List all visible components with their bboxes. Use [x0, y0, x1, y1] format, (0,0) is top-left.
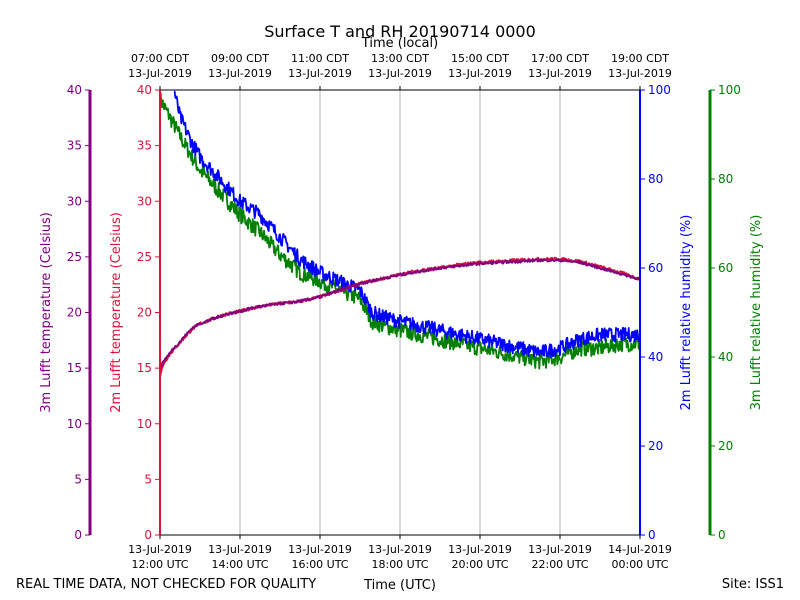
y-tick-label: 40: [648, 350, 663, 364]
y-tick-label: 5: [74, 472, 82, 486]
y-tick-label: 0: [718, 528, 726, 542]
series-line-rh2m: [173, 90, 641, 358]
y-tick-label: 0: [144, 528, 152, 542]
top-tick-label-time: 11:00 CDT: [291, 52, 349, 65]
y-tick-label: 40: [718, 350, 733, 364]
y-tick-label: 60: [648, 261, 663, 275]
y-tick-label: 0: [648, 528, 656, 542]
y-tick-label: 40: [137, 83, 152, 97]
grid-lines: [239, 90, 561, 535]
x-tick-label-time: 00:00 UTC: [611, 558, 668, 571]
x-tick-label-time: 14:00 UTC: [211, 558, 268, 571]
x-tick-label-date: 14-Jul-2019: [608, 543, 672, 556]
y-tick-label: 30: [137, 194, 152, 208]
top-tick-label-date: 13-Jul-2019: [288, 67, 352, 80]
y-tick-label: 35: [67, 139, 82, 153]
x-tick-label-date: 13-Jul-2019: [528, 543, 592, 556]
top-tick-label-date: 13-Jul-2019: [368, 67, 432, 80]
x-tick-label-time: 22:00 UTC: [531, 558, 588, 571]
top-tick-label-time: 07:00 CDT: [131, 52, 189, 65]
y-axis-label-t3m: 3m Lufft temperature (Celsius): [39, 212, 54, 413]
x-tick-label-time: 12:00 UTC: [131, 558, 188, 571]
top-tick-label-time: 15:00 CDT: [451, 52, 509, 65]
top-tick-label-time: 19:00 CDT: [611, 52, 669, 65]
y-tick-label: 20: [648, 439, 663, 453]
top-tick-label-time: 09:00 CDT: [211, 52, 269, 65]
top-tick-label-time: 17:00 CDT: [531, 52, 589, 65]
y-tick-label: 0: [74, 528, 82, 542]
x-tick-label-time: 18:00 UTC: [371, 558, 428, 571]
y-tick-label: 10: [67, 417, 82, 431]
y-tick-label: 20: [137, 306, 152, 320]
y-tick-label: 20: [67, 306, 82, 320]
y-tick-label: 60: [718, 261, 733, 275]
top-tick-label-date: 13-Jul-2019: [128, 67, 192, 80]
y-tick-label: 80: [718, 172, 733, 186]
series-line-t3m: [159, 258, 641, 370]
chart-title: Surface T and RH 20190714 0000: [264, 22, 536, 41]
y-tick-label: 10: [137, 417, 152, 431]
y-tick-label: 80: [648, 172, 663, 186]
y-axis-label-t2m: 2m Lufft temperature (Celsius): [109, 212, 124, 413]
top-tick-label-time: 13:00 CDT: [371, 52, 429, 65]
y-tick-label: 25: [137, 250, 152, 264]
x-tick-label-date: 13-Jul-2019: [448, 543, 512, 556]
x-ticks: 13-Jul-2019 12:00 UTC 07:00 CDT 13-Jul-2019…: [128, 52, 672, 571]
y-tick-label: 15: [67, 361, 82, 375]
x-tick-label-time: 16:00 UTC: [291, 558, 348, 571]
top-tick-label-date: 13-Jul-2019: [208, 67, 272, 80]
top-tick-label-date: 13-Jul-2019: [528, 67, 592, 80]
y-tick-label: 100: [718, 83, 741, 97]
x-tick-label-date: 13-Jul-2019: [208, 543, 272, 556]
top-axis-label: Time (local): [361, 36, 438, 51]
y-tick-label: 100: [648, 83, 671, 97]
y-tick-label: 20: [718, 439, 733, 453]
y-tick-label: 15: [137, 361, 152, 375]
quality-notice: REAL TIME DATA, NOT CHECKED FOR QUALITY: [16, 577, 316, 592]
x-tick-label-date: 13-Jul-2019: [128, 543, 192, 556]
y-axis-label-rh3m: 3m Lufft relative humidity (%): [749, 215, 764, 411]
x-tick-label-date: 13-Jul-2019: [288, 543, 352, 556]
y-tick-label: 35: [137, 139, 152, 153]
series-layer: [159, 90, 641, 378]
y-tick-label: 25: [67, 250, 82, 264]
axes-layer: 0 5 10 15 20 25 30 35 40 3m Lufft temperature (Ce…: [39, 83, 764, 542]
top-tick-label-date: 13-Jul-2019: [448, 67, 512, 80]
y-tick-label: 5: [144, 472, 152, 486]
y-tick-label: 40: [67, 83, 82, 97]
x-tick-label-time: 20:00 UTC: [451, 558, 508, 571]
y-axis-label-rh2m: 2m Lufft relative humidity (%): [679, 215, 694, 411]
y-tick-label: 30: [67, 194, 82, 208]
site-label: Site: ISS1: [722, 577, 784, 592]
x-tick-label-date: 13-Jul-2019: [368, 543, 432, 556]
bottom-axis-label: Time (UTC): [363, 578, 436, 593]
top-tick-label-date: 13-Jul-2019: [608, 67, 672, 80]
